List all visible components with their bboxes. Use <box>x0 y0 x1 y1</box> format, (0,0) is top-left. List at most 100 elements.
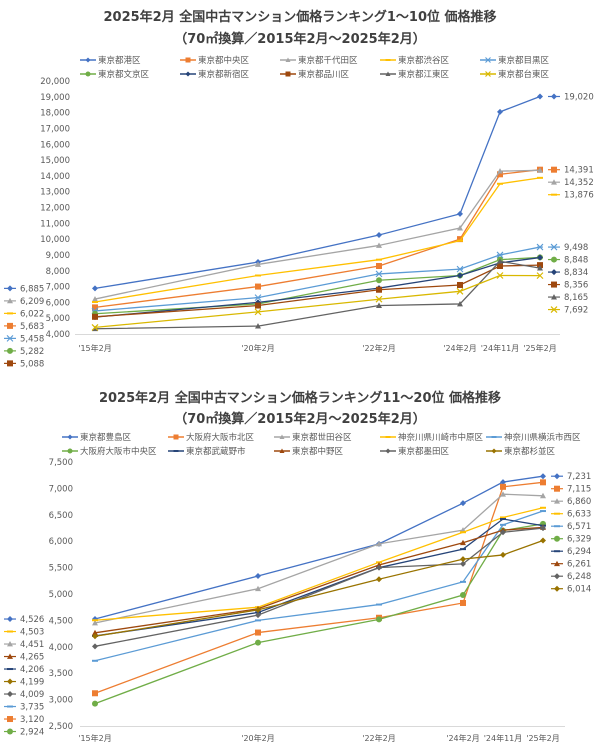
legend-item: 東京都武蔵野市 <box>168 445 274 457</box>
x-tick-label: '22年2月 <box>362 343 395 353</box>
square-marker <box>500 483 506 490</box>
chart2-legend: 東京都豊島区 大阪府大阪市北区 東京都世田谷区 神奈川県川崎市中原区 神奈川県横浜市西区… <box>62 431 592 457</box>
square-marker <box>457 236 463 243</box>
legend-item: 東京都品川区 <box>280 68 380 80</box>
series-東京都武蔵野市 <box>92 518 546 637</box>
diamond-marker <box>67 434 73 440</box>
series-line <box>94 481 544 694</box>
y-tick-label: 6,000 <box>46 298 70 308</box>
circle-marker <box>551 256 557 263</box>
value-label: 8,165 <box>564 293 588 303</box>
legend-swatch-icon <box>80 71 96 77</box>
circle-marker <box>376 616 382 623</box>
series-line <box>94 274 541 329</box>
legend-label: 神奈川県川崎市中原区 <box>398 433 484 443</box>
square-marker <box>7 716 13 723</box>
data-label: 6,885 <box>4 284 44 294</box>
star-marker <box>550 243 558 251</box>
y-tick-label: 11,000 <box>40 219 70 229</box>
value-label: 4,199 <box>20 678 44 688</box>
legend-label: 東京都台東区 <box>498 70 550 80</box>
value-label: 3,735 <box>20 703 44 713</box>
y-tick-label: 6,500 <box>49 511 73 521</box>
diamond-marker <box>460 560 466 567</box>
triangle-marker <box>537 265 543 271</box>
value-label: 6,261 <box>567 560 591 570</box>
circle-marker <box>376 277 382 284</box>
chart2-title: 2025年2月 全国中古マンション価格ランキング11～20位 価格推移 <box>98 391 502 406</box>
legend-swatch-icon <box>486 436 502 438</box>
series-line <box>94 169 541 309</box>
y-tick-label: 12,000 <box>40 204 70 214</box>
diamond-marker <box>85 57 91 63</box>
triangle-marker <box>457 300 463 307</box>
series-東京都目黒区 <box>91 243 544 315</box>
square-marker <box>376 263 382 270</box>
value-label: 5,088 <box>20 359 44 369</box>
y-tick-label: 8,000 <box>46 267 70 277</box>
data-label: 2,924 <box>4 728 44 738</box>
x-tick-label: '24年11月 <box>481 343 520 353</box>
triangle-marker <box>92 296 98 302</box>
legend-label: 東京都新宿区 <box>198 70 250 80</box>
legend-item: 神奈川県川崎市中原区 <box>380 431 486 443</box>
value-label: 7,231 <box>567 472 591 482</box>
series-line <box>94 169 541 300</box>
x-marker <box>536 272 544 280</box>
diamond-marker <box>540 537 546 544</box>
series-line <box>94 95 541 290</box>
diamond-marker <box>255 573 261 580</box>
legend-label: 東京都港区 <box>98 56 141 66</box>
x-marker <box>91 323 99 331</box>
triangle-marker <box>460 539 466 546</box>
series-神奈川県横浜市西区 <box>92 510 546 662</box>
value-label: 6,248 <box>567 572 591 582</box>
value-label: 5,683 <box>20 322 44 332</box>
chart1-title: 2025年2月 全国中古マンション価格ランキング1～10位 価格推移 <box>103 10 497 25</box>
star-marker <box>456 265 464 273</box>
value-label: 8,848 <box>564 256 588 266</box>
legend-label: 神奈川県横浜市西区 <box>504 433 581 443</box>
data-label: 13,876 <box>548 191 594 201</box>
value-label: 8,356 <box>564 281 588 291</box>
value-label: 6,571 <box>567 522 591 532</box>
diamond-marker <box>7 691 13 698</box>
series-line <box>94 510 544 662</box>
series-line <box>94 523 544 705</box>
square-marker <box>460 599 466 606</box>
circle-marker <box>554 535 560 542</box>
triangle-marker <box>92 629 98 636</box>
data-label: 5,458 <box>4 334 44 344</box>
legend-swatch-icon <box>274 434 290 439</box>
y-tick-label: 4,000 <box>46 330 70 340</box>
data-label: 14,391 <box>548 166 594 176</box>
series-大阪府大阪市中央区 <box>92 520 546 707</box>
triangle-marker <box>551 179 557 185</box>
series-line <box>94 260 541 330</box>
triangle-marker <box>7 641 13 647</box>
value-label: 2,924 <box>20 728 44 738</box>
value-label: 4,265 <box>20 653 44 663</box>
diamond-marker <box>551 93 557 100</box>
x-tick-label: '22年2月 <box>362 733 395 743</box>
series-line <box>94 246 541 312</box>
series-line <box>94 526 544 634</box>
data-label: 4,206 <box>4 665 44 675</box>
y-tick-label: 14,000 <box>40 172 70 182</box>
legend-swatch-icon <box>280 71 296 77</box>
y-tick-label: 5,000 <box>49 590 73 600</box>
square-marker <box>7 322 13 329</box>
circle-marker <box>7 728 13 735</box>
data-label: 5,282 <box>4 347 44 357</box>
value-label: 6,860 <box>567 497 591 507</box>
y-tick-label: 7,000 <box>49 484 73 494</box>
legend-swatch-icon <box>62 434 78 440</box>
data-label: 5,683 <box>4 322 44 332</box>
legend-label: 東京都武蔵野市 <box>186 447 246 457</box>
data-label: 3,735 <box>4 703 44 713</box>
data-label: 4,451 <box>4 640 44 650</box>
triangle-marker <box>540 492 546 499</box>
data-label: 4,265 <box>4 653 44 663</box>
data-label: 8,834 <box>548 268 588 278</box>
series-東京都墨田区 <box>92 525 546 650</box>
